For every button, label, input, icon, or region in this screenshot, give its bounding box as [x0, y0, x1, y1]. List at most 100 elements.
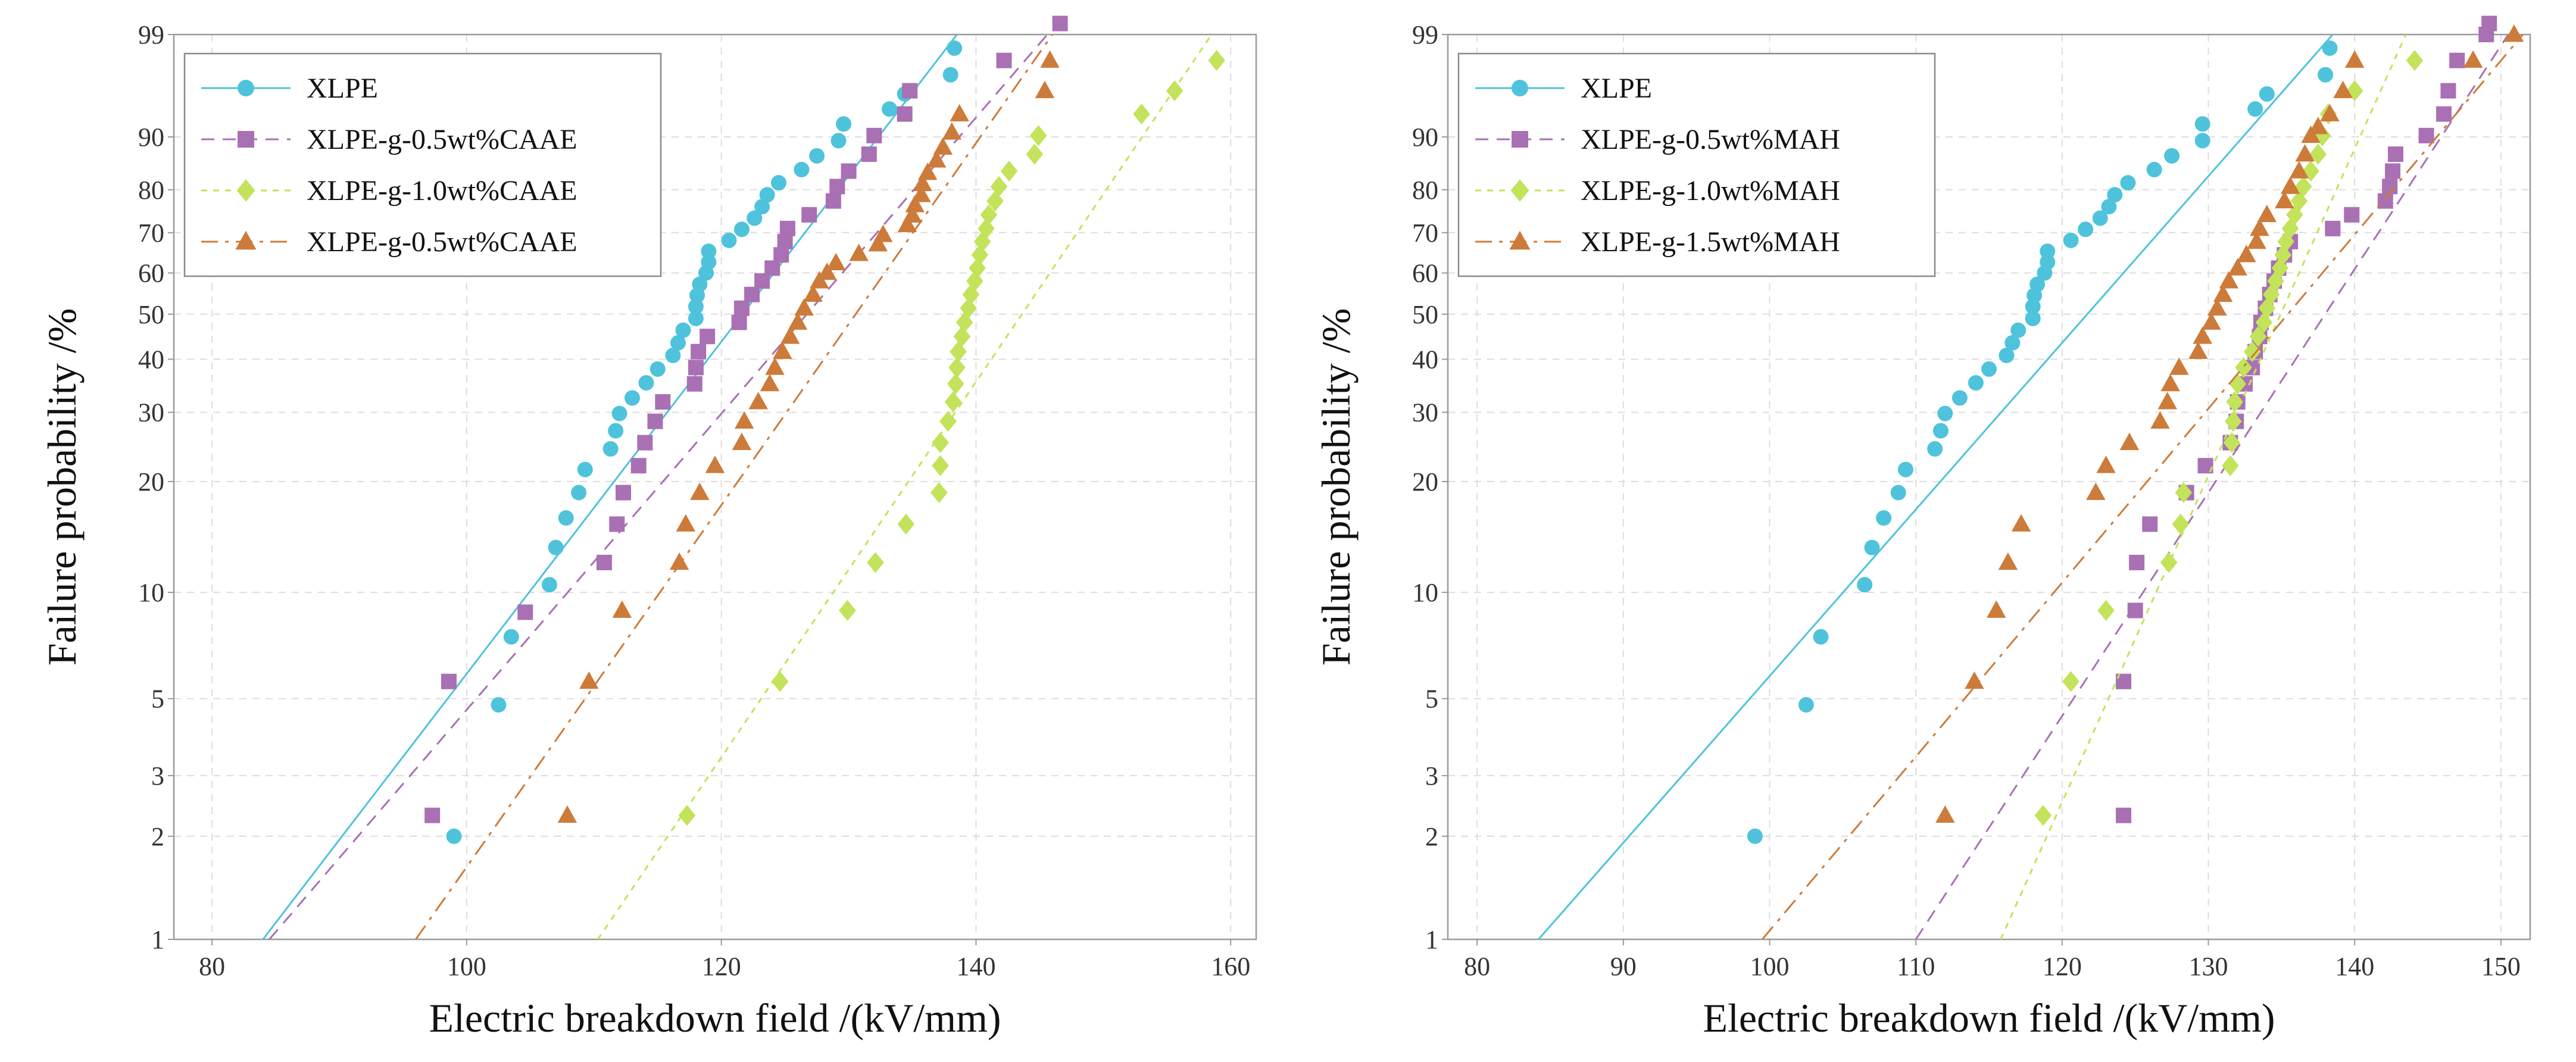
data-point: [734, 411, 754, 429]
data-point: [517, 604, 533, 620]
x-tick-label: 80: [199, 952, 225, 981]
data-point: [873, 224, 893, 242]
y-tick-label: 60: [138, 259, 164, 288]
data-point: [2160, 552, 2178, 573]
data-point: [602, 441, 619, 457]
data-point: [2313, 125, 2331, 146]
data-point: [1965, 671, 1984, 689]
data-point: [911, 185, 931, 202]
data-point: [1133, 103, 1150, 125]
data-point: [2249, 326, 2267, 347]
data-point: [2377, 193, 2393, 209]
legend: XLPE XLPE-g-0.5wt%CAAE XLPE-g-1.0wt%CAAE XL…: [183, 52, 662, 277]
data-point: [647, 413, 663, 429]
data-point: [692, 276, 708, 292]
data-point: [665, 348, 681, 364]
data-point: [700, 329, 716, 345]
data-point: [688, 298, 704, 314]
data-point: [732, 432, 752, 450]
data-point: [491, 697, 507, 713]
data-point: [2011, 514, 2031, 532]
data-point: [2226, 391, 2244, 413]
legend-box: [183, 52, 662, 277]
data-point: [2202, 312, 2221, 330]
data-point: [760, 373, 780, 392]
legend-box: [1457, 52, 1936, 277]
data-point: [701, 243, 717, 260]
data-point: [2344, 207, 2360, 223]
data-point: [2229, 373, 2246, 395]
data-point: [765, 357, 785, 375]
series-2: [1915, 15, 2509, 939]
data-point: [950, 341, 967, 363]
data-point: [773, 247, 789, 263]
series-3: [597, 35, 1225, 939]
data-point: [731, 314, 747, 330]
data-point: [817, 262, 837, 280]
data-point: [917, 163, 938, 180]
data-point: [932, 455, 949, 476]
fit-line: [1915, 35, 2509, 939]
fit-line: [415, 35, 1054, 939]
data-point: [2142, 516, 2158, 532]
data-point: [2286, 204, 2303, 226]
legend-marker: [236, 179, 255, 202]
legend-label: XLPE: [307, 73, 378, 104]
y-tick-label: 60: [1412, 259, 1438, 288]
x-tick-label: 100: [447, 952, 486, 981]
legend-marker: [235, 230, 257, 250]
data-point: [942, 67, 958, 83]
data-point: [747, 210, 763, 226]
legend-marker: [1512, 80, 1528, 96]
data-point: [2160, 373, 2180, 392]
data-point: [986, 190, 1004, 212]
data-point: [780, 326, 800, 344]
data-point: [773, 341, 792, 360]
data-point: [825, 193, 841, 209]
data-point: [861, 146, 877, 163]
data-point: [2116, 807, 2132, 823]
data-point: [705, 455, 725, 473]
data-point: [2255, 311, 2273, 333]
data-point: [2040, 243, 2056, 260]
data-point: [771, 671, 789, 692]
data-point: [1876, 510, 1892, 526]
x-tick-label: 160: [1211, 952, 1250, 981]
data-point: [1951, 390, 1968, 406]
fit-line: [1538, 35, 2334, 939]
data-point: [978, 218, 995, 239]
y-tick-label: 20: [138, 467, 164, 496]
data-point: [2463, 50, 2483, 68]
data-point: [616, 485, 632, 501]
data-point: [2092, 210, 2108, 226]
data-point: [2219, 271, 2239, 289]
plot-frame: [173, 33, 1257, 941]
data-point: [541, 577, 557, 593]
data-point: [638, 375, 654, 391]
data-point: [611, 405, 627, 421]
chart-1: 1 2 3 5 10 20 30 40 50 60 70 80 90 99 80 100 120 140 160 El…: [39, 15, 1257, 1041]
x-tick-label: 100: [1750, 952, 1789, 981]
data-point: [2325, 220, 2341, 236]
data-point: [2294, 176, 2312, 197]
data-point: [2385, 163, 2401, 179]
series-2: [268, 15, 1068, 939]
data-point: [948, 357, 966, 378]
data-point: [2086, 482, 2106, 500]
data-point: [1052, 15, 1068, 32]
data-point: [2295, 144, 2315, 162]
data-point: [2290, 190, 2308, 212]
data-point: [1857, 577, 1873, 593]
data-point: [913, 173, 932, 191]
data-point: [2440, 83, 2456, 99]
data-point: [897, 214, 917, 233]
legend-marker: [238, 80, 254, 96]
data-point: [2120, 175, 2136, 191]
legend-label: XLPE-g-0.5wt%CAAE: [307, 226, 577, 258]
y-tick-label: 30: [1412, 398, 1438, 427]
data-point: [867, 552, 884, 573]
x-tick-label: 120: [702, 952, 741, 981]
data-point: [1932, 423, 1949, 439]
data-point: [754, 199, 770, 215]
